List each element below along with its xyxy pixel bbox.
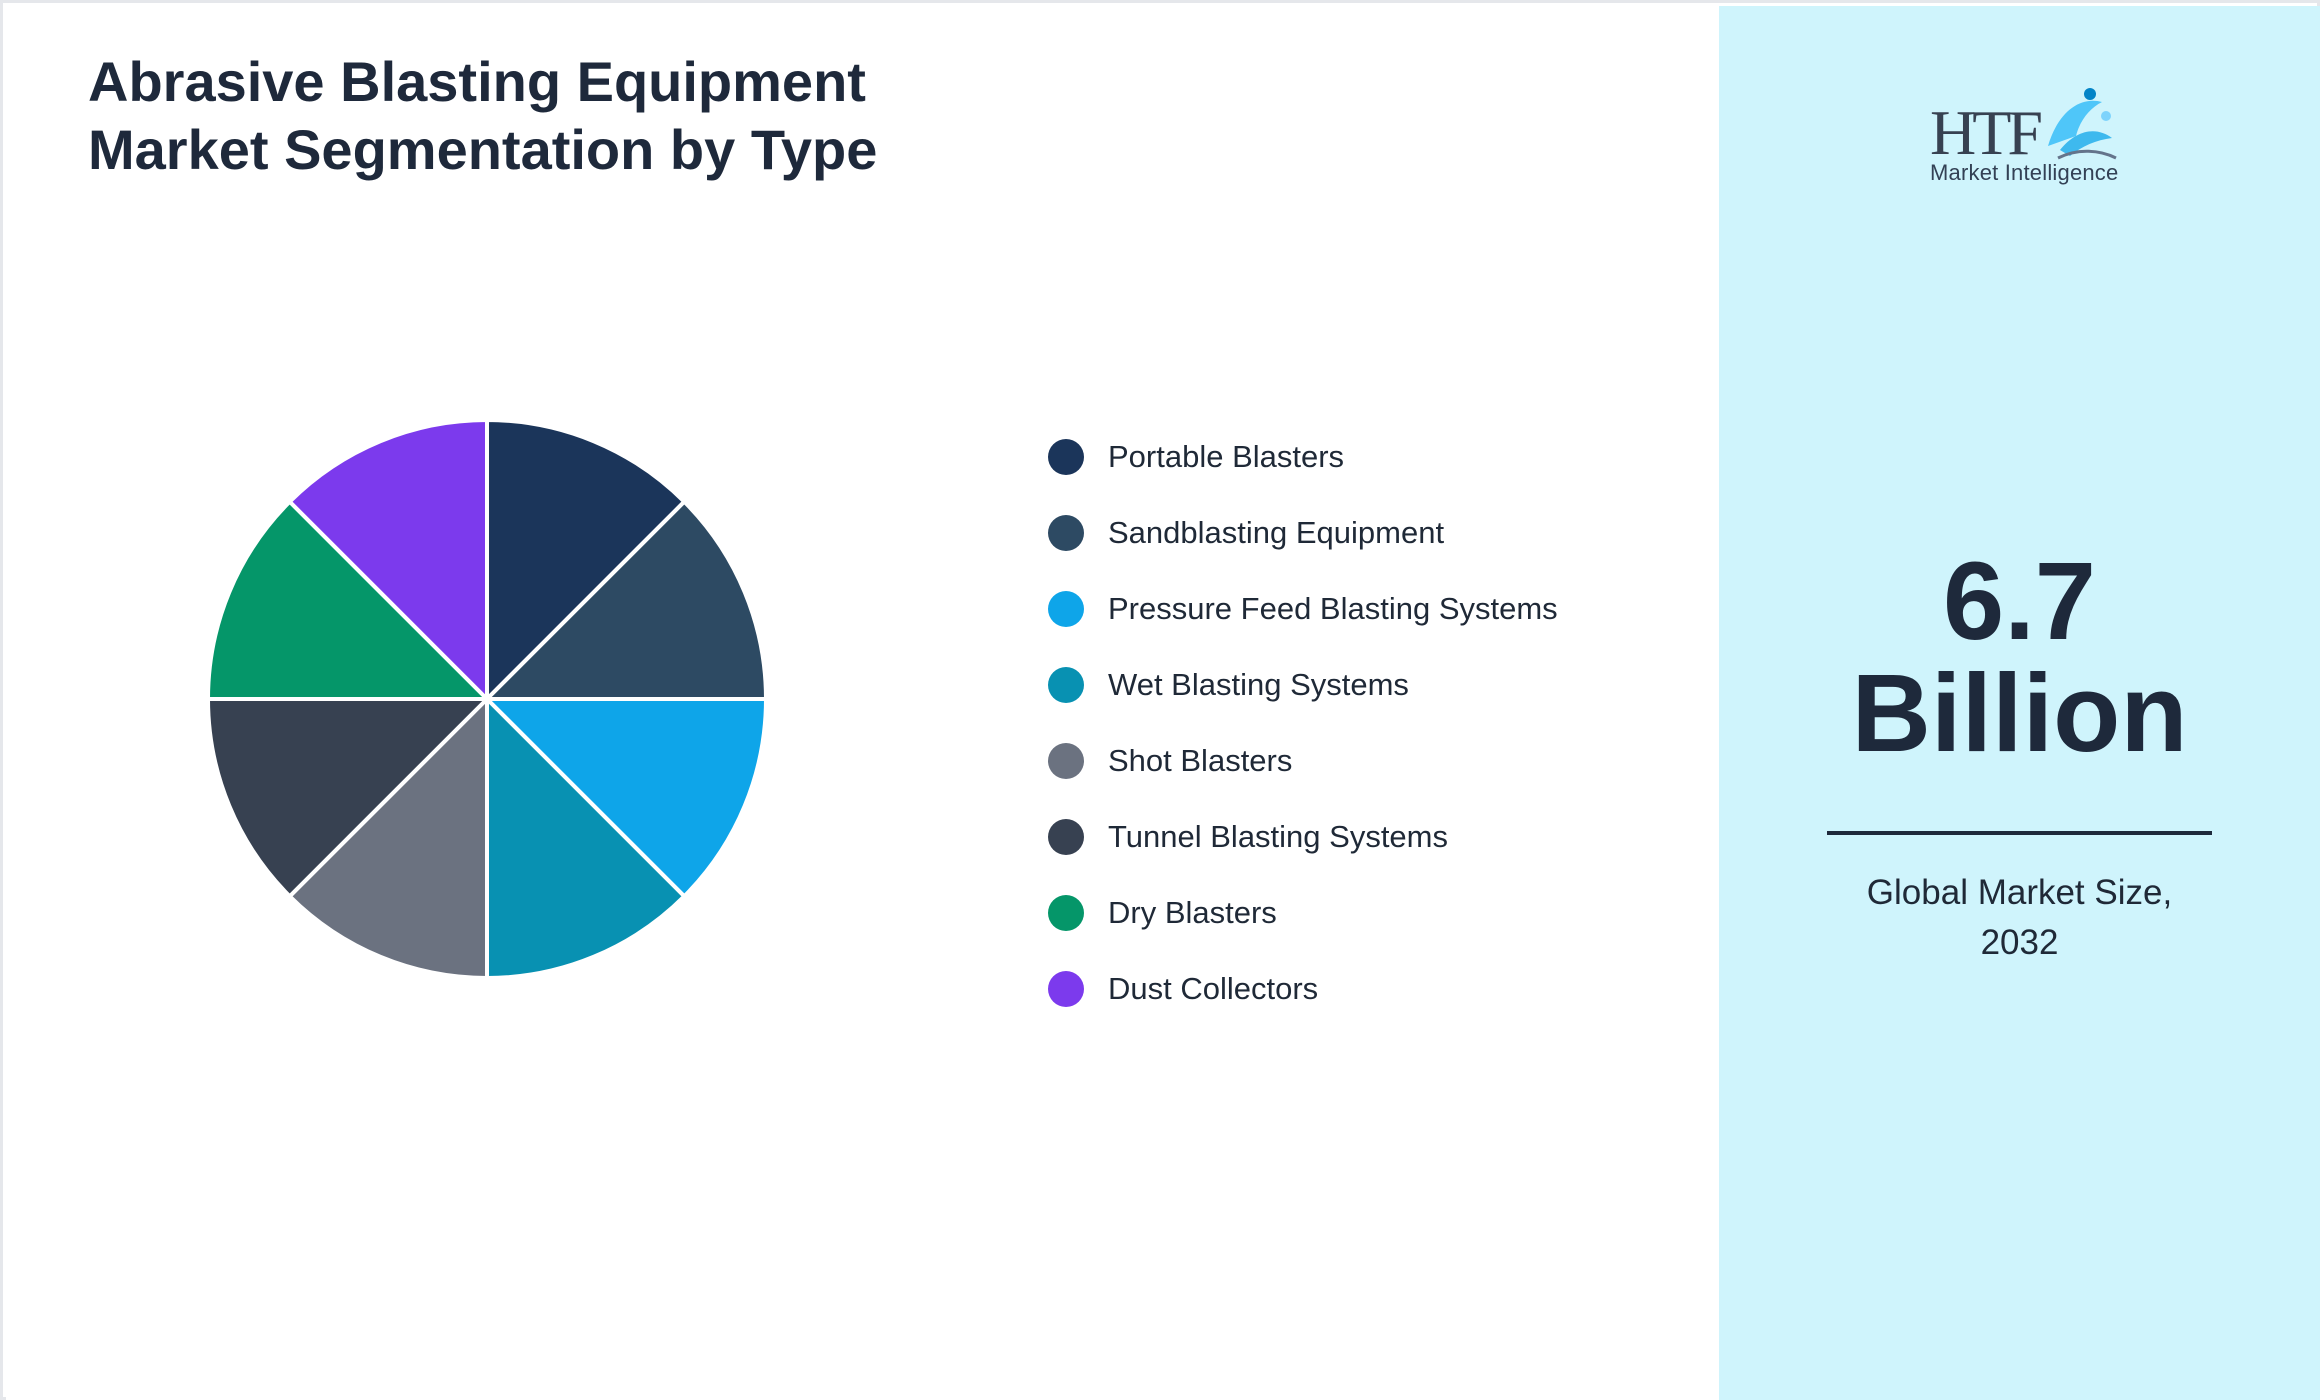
legend-swatch xyxy=(1048,895,1084,931)
market-size-number: 6.7 xyxy=(1943,540,2096,663)
legend-swatch xyxy=(1048,591,1084,627)
legend-swatch xyxy=(1048,439,1084,475)
chart-title-line-1: Abrasive Blasting Equipment xyxy=(88,50,866,113)
pie-slice-sandblasting-equipment xyxy=(485,499,768,701)
chart-panel: Abrasive Blasting Equipment Market Segme… xyxy=(6,6,1719,1400)
summary-divider xyxy=(1827,831,2212,835)
legend-swatch xyxy=(1048,971,1084,1007)
legend-label: Shot Blasters xyxy=(1108,743,1293,778)
chart-title-line-2: Market Segmentation by Type xyxy=(88,118,878,181)
htf-logo-mark: HTF xyxy=(1930,88,2117,164)
legend-label: Wet Blasting Systems xyxy=(1108,667,1409,702)
legend-item-sandblasting-equipment: Sandblasting Equipment xyxy=(1048,495,1558,571)
logo-tagline: Market Intelligence xyxy=(1930,160,2119,185)
pie-slice-portable-blasters xyxy=(485,418,687,701)
pie-slice-pressure-feed-blasting-systems xyxy=(485,697,768,899)
pie-chart xyxy=(206,418,768,980)
htf-logo: HTF Market Intelligence xyxy=(1719,84,2320,194)
market-size-unit: Billion xyxy=(1851,652,2188,775)
legend-label: Pressure Feed Blasting Systems xyxy=(1108,591,1558,626)
legend-label: Dust Collectors xyxy=(1108,971,1319,1006)
caption-line-1: Global Market Size, xyxy=(1866,873,2173,912)
legend-item-shot-blasters: Shot Blasters xyxy=(1048,723,1558,799)
legend-item-dry-blasters: Dry Blasters xyxy=(1048,875,1558,951)
legend-label: Dry Blasters xyxy=(1108,895,1277,930)
pie-slice-wet-blasting-systems xyxy=(485,697,687,980)
legend-label: Tunnel Blasting Systems xyxy=(1108,819,1449,854)
logo-letters: HTF xyxy=(1930,97,2041,164)
legend-label: Portable Blasters xyxy=(1108,439,1345,474)
market-size-value: 6.7 Billion xyxy=(1719,546,2320,770)
legend-swatch xyxy=(1048,667,1084,703)
legend-swatch xyxy=(1048,743,1084,779)
summary-panel: HTF Market Intelligence 6.7 Billion Glob… xyxy=(1719,6,2320,1400)
legend-item-pressure-feed-blasting-systems: Pressure Feed Blasting Systems xyxy=(1048,571,1558,647)
chart-legend: Portable Blasters Sandblasting Equipment P… xyxy=(1048,419,1558,1027)
pie-slice-shot-blasters xyxy=(287,697,489,980)
legend-item-dust-collectors: Dust Collectors xyxy=(1048,951,1558,1027)
market-size-caption: Global Market Size, 2032 xyxy=(1719,868,2320,968)
pie-slice-dry-blasters xyxy=(206,499,489,701)
legend-item-portable-blasters: Portable Blasters xyxy=(1048,419,1558,495)
caption-line-2: 2032 xyxy=(1980,923,2059,962)
pie-slice-tunnel-blasting-systems xyxy=(206,697,489,899)
chart-title: Abrasive Blasting Equipment Market Segme… xyxy=(88,48,877,184)
legend-item-tunnel-blasting-systems: Tunnel Blasting Systems xyxy=(1048,799,1558,875)
legend-label: Sandblasting Equipment xyxy=(1108,515,1445,550)
pie-slice-dust-collectors xyxy=(287,418,489,701)
legend-swatch xyxy=(1048,515,1084,551)
legend-item-wet-blasting-systems: Wet Blasting Systems xyxy=(1048,647,1558,723)
legend-swatch xyxy=(1048,819,1084,855)
